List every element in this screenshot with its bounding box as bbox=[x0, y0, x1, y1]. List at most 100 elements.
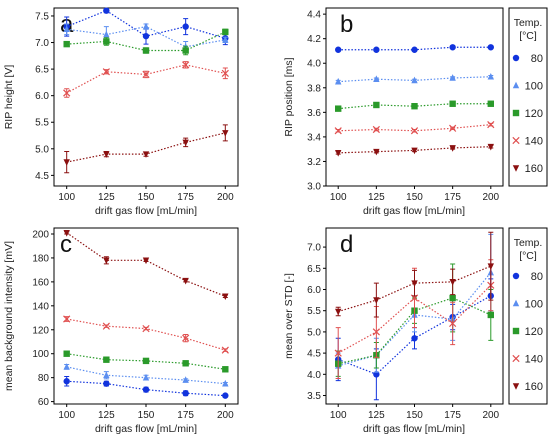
data-point bbox=[103, 380, 110, 387]
data-point bbox=[487, 72, 494, 80]
y-tick-label: 140 bbox=[32, 301, 49, 312]
data-point bbox=[449, 74, 456, 81]
data-point bbox=[63, 89, 71, 97]
legend-items-top: 80 100 120 140 160 bbox=[512, 53, 543, 175]
series-100 bbox=[63, 22, 229, 53]
y-tick-label: 5.5 bbox=[307, 306, 321, 317]
series-line-160 bbox=[338, 265, 492, 313]
data-point bbox=[63, 25, 70, 33]
legend-title-line1: Temp. bbox=[514, 237, 543, 249]
legend-item-160: 160 bbox=[512, 163, 543, 175]
y-tick-label: 4.0 bbox=[307, 370, 321, 381]
data-point bbox=[334, 127, 342, 135]
data-point bbox=[449, 124, 457, 132]
legend-top: Temp. [°C] 80 100 120 140 160 bbox=[508, 7, 548, 187]
data-point bbox=[103, 371, 110, 379]
data-point bbox=[222, 293, 229, 301]
data-point bbox=[142, 32, 150, 40]
data-point bbox=[63, 378, 70, 385]
legend-label: 80 bbox=[531, 53, 543, 65]
legend-label: 140 bbox=[525, 136, 543, 148]
ticks-c: 100 125 150 175 200 60 80 100 120 140 160 180 200 bbox=[32, 229, 234, 421]
series-140 bbox=[63, 315, 229, 354]
x-tick-label: 125 bbox=[98, 410, 115, 421]
data-point bbox=[103, 356, 110, 363]
data-point bbox=[373, 297, 380, 304]
legend-item-80: 80 bbox=[512, 53, 543, 65]
data-point bbox=[222, 379, 229, 387]
series-160 bbox=[335, 231, 494, 318]
series-140 bbox=[63, 61, 229, 98]
x-tick-label: 100 bbox=[58, 192, 75, 203]
y-tick-label: 3.4 bbox=[307, 132, 321, 143]
panel-d: d drift gas flow [mL/min] mean over STD … bbox=[283, 227, 504, 435]
x-tick-label: 150 bbox=[138, 192, 155, 203]
data-point bbox=[335, 308, 342, 316]
y-tick-label: 3.2 bbox=[307, 157, 321, 168]
legend-marker bbox=[512, 165, 520, 172]
y-tick-label: 4.5 bbox=[35, 171, 49, 182]
data-point bbox=[487, 143, 494, 151]
data-point bbox=[221, 346, 229, 354]
data-point bbox=[411, 103, 418, 110]
data-point bbox=[182, 390, 189, 397]
data-point bbox=[373, 101, 380, 109]
y-tick-label: 6.5 bbox=[35, 65, 49, 76]
ticks-b: 100 125 150 175 200 3.0 3.2 3.4 3.6 3.8 4.0 4.2 4.4 bbox=[307, 10, 499, 203]
legend-label: 120 bbox=[525, 108, 543, 120]
series-160 bbox=[63, 124, 229, 174]
legend-items-bottom: 80 100 120 140 160 bbox=[512, 271, 543, 393]
data-point bbox=[373, 75, 380, 82]
plot-area-c bbox=[63, 229, 229, 399]
x-axis-label-b: drift gas flow [mL/min] bbox=[363, 205, 465, 217]
data-point bbox=[411, 280, 418, 287]
data-point bbox=[410, 127, 419, 135]
data-point bbox=[372, 125, 380, 134]
data-point bbox=[103, 7, 110, 14]
data-point bbox=[335, 46, 342, 53]
legend-item-120: 120 bbox=[512, 326, 543, 338]
y-tick-label: 3.0 bbox=[307, 182, 321, 193]
data-point bbox=[142, 70, 150, 79]
x-tick-label: 125 bbox=[368, 192, 385, 203]
data-point bbox=[142, 324, 150, 333]
plot-area-b bbox=[334, 44, 495, 157]
data-point bbox=[142, 22, 150, 30]
x-tick-label: 100 bbox=[330, 410, 347, 421]
data-point bbox=[411, 335, 418, 342]
data-point bbox=[449, 279, 456, 286]
data-point bbox=[182, 61, 190, 69]
legend-marker bbox=[512, 327, 520, 335]
y-tick-label: 4.4 bbox=[307, 10, 321, 21]
legend-bottom: Temp. [°C] 80 100 120 140 160 bbox=[508, 227, 548, 405]
legend-label: 160 bbox=[525, 163, 543, 175]
data-point bbox=[142, 386, 150, 393]
data-point bbox=[102, 322, 110, 330]
x-tick-label: 200 bbox=[217, 410, 234, 421]
x-axis-label-a: drift gas flow [mL/min] bbox=[95, 205, 197, 217]
panel-letter-c: c bbox=[60, 231, 72, 258]
data-point bbox=[372, 328, 380, 336]
series-120 bbox=[335, 100, 494, 112]
y-tick-label: 7.0 bbox=[307, 243, 321, 254]
legend-frame-top bbox=[508, 7, 548, 187]
legend-title-line1: Temp. bbox=[514, 17, 543, 29]
series-line-140 bbox=[66, 64, 226, 94]
legend-item-140: 140 bbox=[512, 136, 543, 148]
x-axis-label-c: drift gas flow [mL/min] bbox=[95, 423, 197, 435]
data-point bbox=[487, 263, 494, 270]
y-axis-label-b: RIP position [ms] bbox=[283, 57, 295, 136]
series-80 bbox=[63, 375, 229, 399]
data-point bbox=[182, 47, 189, 54]
data-point bbox=[335, 77, 342, 85]
x-tick-label: 100 bbox=[330, 192, 347, 203]
data-point bbox=[373, 371, 380, 378]
data-point bbox=[142, 151, 150, 158]
x-tick-label: 150 bbox=[406, 410, 423, 421]
data-point bbox=[142, 257, 150, 265]
data-point bbox=[222, 392, 229, 399]
plot-area-a bbox=[63, 7, 229, 174]
data-point bbox=[449, 319, 457, 328]
y-tick-label: 200 bbox=[32, 229, 49, 240]
